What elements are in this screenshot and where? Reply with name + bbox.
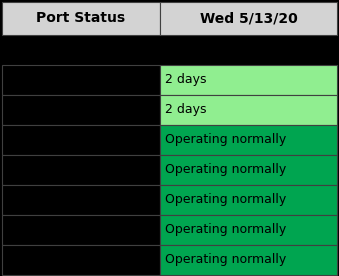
Text: Operating normally: Operating normally xyxy=(165,253,286,267)
Bar xyxy=(160,65,337,95)
Bar xyxy=(160,245,337,275)
Text: Wed 5/13/20: Wed 5/13/20 xyxy=(200,12,297,25)
Text: Operating normally: Operating normally xyxy=(165,134,286,147)
Bar xyxy=(160,2,337,35)
Bar xyxy=(160,155,337,185)
Bar xyxy=(2,65,160,95)
Text: Operating normally: Operating normally xyxy=(165,224,286,237)
Bar xyxy=(160,185,337,215)
Bar xyxy=(2,95,160,125)
Text: Port Status: Port Status xyxy=(36,12,125,25)
Bar xyxy=(160,125,337,155)
Bar xyxy=(2,2,160,35)
Bar xyxy=(2,185,160,215)
Bar xyxy=(2,215,160,245)
Text: 2 days: 2 days xyxy=(165,104,206,116)
Text: Operating normally: Operating normally xyxy=(165,193,286,206)
Bar xyxy=(160,95,337,125)
Bar xyxy=(160,215,337,245)
Text: 2 days: 2 days xyxy=(165,73,206,86)
Bar xyxy=(2,155,160,185)
Bar xyxy=(2,125,160,155)
Text: Operating normally: Operating normally xyxy=(165,163,286,176)
Bar xyxy=(2,245,160,275)
